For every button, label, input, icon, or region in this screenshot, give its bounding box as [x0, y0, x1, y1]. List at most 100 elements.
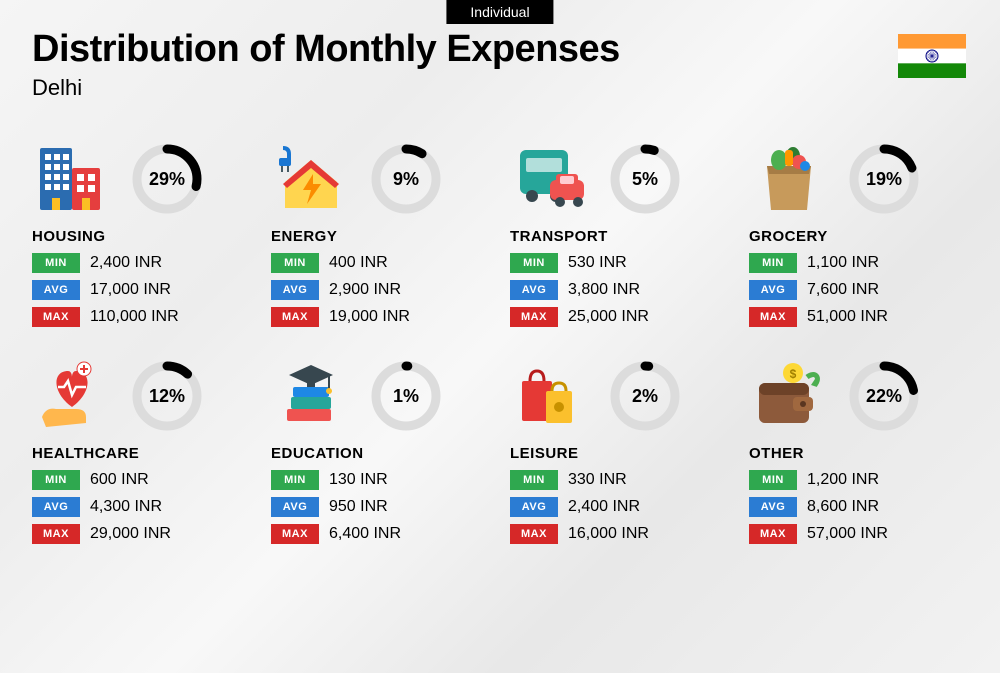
pct-label: 19% [847, 142, 921, 216]
wallet-icon: $ [749, 357, 829, 435]
min-badge: MIN [32, 253, 80, 273]
expense-card-healthcare: 12% HEALTHCARE MIN 600 INR AVG 4,300 INR MAX 29… [32, 357, 251, 544]
min-badge: MIN [510, 253, 558, 273]
expense-grid: 29% HOUSING MIN 2,400 INR AVG 17,000 INR MAX 11… [32, 140, 968, 544]
avg-value: 7,600 INR [807, 281, 879, 299]
india-flag-icon [898, 34, 966, 78]
stats-block: MIN 2,400 INR AVG 17,000 INR MAX 110,000 INR [32, 253, 251, 327]
pct-label: 12% [130, 359, 204, 433]
min-value: 130 INR [329, 471, 388, 489]
buildings-icon [32, 140, 112, 218]
category-name: LEISURE [510, 445, 729, 462]
min-badge: MIN [271, 253, 319, 273]
bus-car-icon [510, 140, 590, 218]
min-badge: MIN [749, 253, 797, 273]
pct-label: 22% [847, 359, 921, 433]
pct-donut-other: 22% [847, 359, 921, 433]
heart-hand-icon [32, 357, 112, 435]
max-value: 19,000 INR [329, 308, 410, 326]
stats-block: MIN 530 INR AVG 3,800 INR MAX 25,000 INR [510, 253, 729, 327]
pct-donut-education: 1% [369, 359, 443, 433]
pct-label: 9% [369, 142, 443, 216]
avg-value: 8,600 INR [807, 498, 879, 516]
category-name: HEALTHCARE [32, 445, 251, 462]
avg-value: 3,800 INR [568, 281, 640, 299]
category-name: OTHER [749, 445, 968, 462]
max-badge: MAX [271, 524, 319, 544]
expense-card-education: 1%EDUCATIONMIN130 INRAVG950 INRMAX6,400 … [271, 357, 490, 544]
max-value: 51,000 INR [807, 308, 888, 326]
avg-value: 2,400 INR [568, 498, 640, 516]
max-badge: MAX [271, 307, 319, 327]
avg-badge: AVG [32, 280, 80, 300]
category-name: ENERGY [271, 228, 490, 245]
stats-block: MIN 400 INR AVG 2,900 INR MAX 19,000 INR [271, 253, 490, 327]
avg-badge: AVG [32, 497, 80, 517]
avg-badge: AVG [271, 280, 319, 300]
stats-block: MIN 600 INR AVG 4,300 INR MAX 29,000 INR [32, 470, 251, 544]
energy-house-icon [271, 140, 351, 218]
max-value: 16,000 INR [568, 525, 649, 543]
category-name: HOUSING [32, 228, 251, 245]
avg-badge: AVG [749, 497, 797, 517]
avg-badge: AVG [510, 497, 558, 517]
avg-value: 950 INR [329, 498, 388, 516]
max-badge: MAX [32, 307, 80, 327]
avg-badge: AVG [510, 280, 558, 300]
city-name: Delhi [32, 75, 968, 101]
pct-label: 29% [130, 142, 204, 216]
min-badge: MIN [510, 470, 558, 490]
expense-card-leisure: 2% LEISURE MIN 330 INR AVG 2,400 INR MAX 16,000… [510, 357, 729, 544]
books-cap-icon [271, 357, 351, 435]
pct-donut-housing: 29% [130, 142, 204, 216]
min-value: 600 INR [90, 471, 149, 489]
pct-label: 5% [608, 142, 682, 216]
expense-card-housing: 29% HOUSING MIN 2,400 INR AVG 17,000 INR MAX 11… [32, 140, 251, 327]
page-title: Distribution of Monthly Expenses [32, 28, 968, 71]
max-badge: MAX [510, 307, 558, 327]
avg-badge: AVG [271, 497, 319, 517]
pct-donut-leisure: 2% [608, 359, 682, 433]
shopping-bags-icon [510, 357, 590, 435]
pct-donut-healthcare: 12% [130, 359, 204, 433]
avg-badge: AVG [749, 280, 797, 300]
expense-card-transport: 5%TRANSPORTMIN530 INRAVG3,800 INRMAX25,0… [510, 140, 729, 327]
max-value: 25,000 INR [568, 308, 649, 326]
min-value: 1,200 INR [807, 471, 879, 489]
min-value: 1,100 INR [807, 254, 879, 272]
expense-card-grocery: 19%GROCERYMIN1,100 INRAVG7,600 INRMAX51,… [749, 140, 968, 327]
avg-value: 4,300 INR [90, 498, 162, 516]
stats-block: MIN130 INRAVG950 INRMAX6,400 INR [271, 470, 490, 544]
pct-label: 1% [369, 359, 443, 433]
expense-card-other: $22% OTHER MIN 1,200 INR AVG 8,600 INR MAX 57,0… [749, 357, 968, 544]
pct-donut-energy: 9% [369, 142, 443, 216]
max-value: 57,000 INR [807, 525, 888, 543]
stats-block: MIN 330 INR AVG 2,400 INR MAX 16,000 INR [510, 470, 729, 544]
category-name: GROCERY [749, 228, 968, 245]
pct-label: 2% [608, 359, 682, 433]
max-value: 29,000 INR [90, 525, 171, 543]
max-badge: MAX [510, 524, 558, 544]
max-value: 110,000 INR [90, 308, 179, 326]
max-value: 6,400 INR [329, 525, 401, 543]
stats-block: MIN 1,200 INR AVG 8,600 INR MAX 57,000 INR [749, 470, 968, 544]
min-value: 530 INR [568, 254, 627, 272]
avg-value: 17,000 INR [90, 281, 171, 299]
min-badge: MIN [32, 470, 80, 490]
header: Distribution of Monthly Expenses Delhi [32, 28, 968, 101]
avg-value: 2,900 INR [329, 281, 401, 299]
min-badge: MIN [749, 470, 797, 490]
svg-text:$: $ [790, 367, 797, 381]
pct-donut-grocery: 19% [847, 142, 921, 216]
category-name: EDUCATION [271, 445, 490, 462]
stats-block: MIN1,100 INRAVG7,600 INRMAX51,000 INR [749, 253, 968, 327]
grocery-bag-icon [749, 140, 829, 218]
max-badge: MAX [32, 524, 80, 544]
expense-card-energy: 9% ENERGY MIN 400 INR AVG 2,900 INR MAX 19,000 … [271, 140, 490, 327]
min-value: 2,400 INR [90, 254, 162, 272]
pct-donut-transport: 5% [608, 142, 682, 216]
min-value: 400 INR [329, 254, 388, 272]
max-badge: MAX [749, 524, 797, 544]
min-value: 330 INR [568, 471, 627, 489]
tab-individual: Individual [446, 0, 553, 24]
